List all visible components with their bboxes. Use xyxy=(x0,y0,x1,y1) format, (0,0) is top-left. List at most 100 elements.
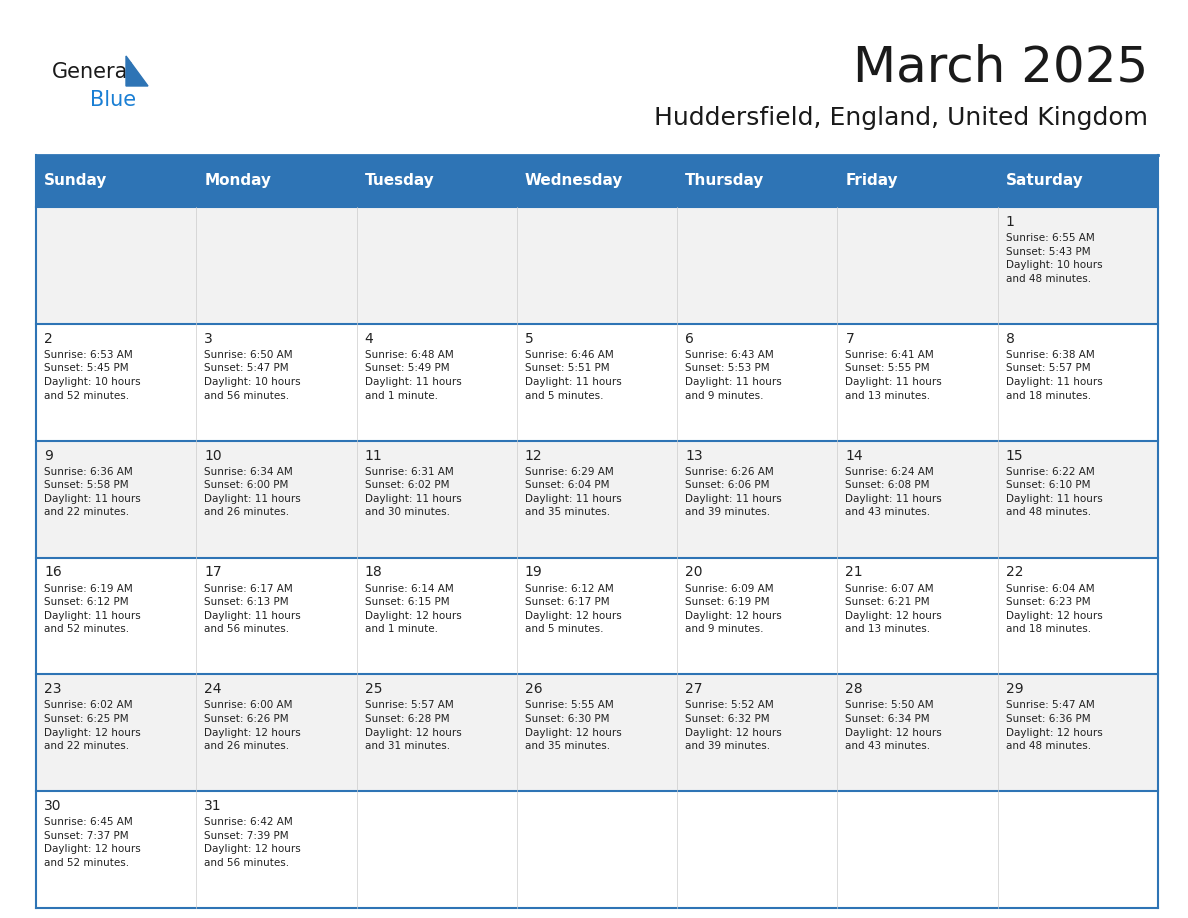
Bar xyxy=(517,324,677,441)
Text: Sunrise: 6:00 AM
Sunset: 6:26 PM
Daylight: 12 hours
and 26 minutes.: Sunrise: 6:00 AM Sunset: 6:26 PM Dayligh… xyxy=(204,700,301,751)
Text: Sunrise: 6:55 AM
Sunset: 5:43 PM
Daylight: 10 hours
and 48 minutes.: Sunrise: 6:55 AM Sunset: 5:43 PM Dayligh… xyxy=(1006,233,1102,284)
Bar xyxy=(196,791,356,908)
Bar xyxy=(196,557,356,675)
Bar xyxy=(838,791,998,908)
Text: Sunrise: 6:12 AM
Sunset: 6:17 PM
Daylight: 12 hours
and 5 minutes.: Sunrise: 6:12 AM Sunset: 6:17 PM Dayligh… xyxy=(525,584,621,634)
Bar xyxy=(677,675,838,791)
Bar xyxy=(838,675,998,791)
Bar xyxy=(998,324,1158,441)
Text: Sunrise: 6:50 AM
Sunset: 5:47 PM
Daylight: 10 hours
and 56 minutes.: Sunrise: 6:50 AM Sunset: 5:47 PM Dayligh… xyxy=(204,350,301,400)
Bar xyxy=(356,155,517,207)
Text: 14: 14 xyxy=(846,449,862,463)
Bar xyxy=(36,155,196,207)
Bar xyxy=(196,324,356,441)
Text: Sunrise: 5:57 AM
Sunset: 6:28 PM
Daylight: 12 hours
and 31 minutes.: Sunrise: 5:57 AM Sunset: 6:28 PM Dayligh… xyxy=(365,700,461,751)
Text: Sunrise: 6:09 AM
Sunset: 6:19 PM
Daylight: 12 hours
and 9 minutes.: Sunrise: 6:09 AM Sunset: 6:19 PM Dayligh… xyxy=(685,584,782,634)
Text: 11: 11 xyxy=(365,449,383,463)
Bar xyxy=(677,324,838,441)
Text: Sunrise: 6:24 AM
Sunset: 6:08 PM
Daylight: 11 hours
and 43 minutes.: Sunrise: 6:24 AM Sunset: 6:08 PM Dayligh… xyxy=(846,466,942,518)
Bar xyxy=(998,207,1158,324)
Bar xyxy=(838,207,998,324)
Bar xyxy=(517,207,677,324)
Text: Sunrise: 5:50 AM
Sunset: 6:34 PM
Daylight: 12 hours
and 43 minutes.: Sunrise: 5:50 AM Sunset: 6:34 PM Dayligh… xyxy=(846,700,942,751)
Text: 5: 5 xyxy=(525,331,533,346)
Text: Huddersfield, England, United Kingdom: Huddersfield, England, United Kingdom xyxy=(655,106,1148,130)
Text: 19: 19 xyxy=(525,565,543,579)
Text: Sunrise: 6:36 AM
Sunset: 5:58 PM
Daylight: 11 hours
and 22 minutes.: Sunrise: 6:36 AM Sunset: 5:58 PM Dayligh… xyxy=(44,466,140,518)
Text: 16: 16 xyxy=(44,565,62,579)
Text: Sunrise: 6:07 AM
Sunset: 6:21 PM
Daylight: 12 hours
and 13 minutes.: Sunrise: 6:07 AM Sunset: 6:21 PM Dayligh… xyxy=(846,584,942,634)
Bar xyxy=(356,324,517,441)
Bar xyxy=(838,324,998,441)
Bar xyxy=(517,441,677,557)
Text: 23: 23 xyxy=(44,682,62,697)
Text: 21: 21 xyxy=(846,565,862,579)
Text: 1: 1 xyxy=(1006,215,1015,229)
Text: 7: 7 xyxy=(846,331,854,346)
Bar xyxy=(677,155,838,207)
Text: Sunrise: 6:19 AM
Sunset: 6:12 PM
Daylight: 11 hours
and 52 minutes.: Sunrise: 6:19 AM Sunset: 6:12 PM Dayligh… xyxy=(44,584,140,634)
Bar xyxy=(36,324,196,441)
Text: 30: 30 xyxy=(44,800,62,813)
Text: Sunrise: 6:45 AM
Sunset: 7:37 PM
Daylight: 12 hours
and 52 minutes.: Sunrise: 6:45 AM Sunset: 7:37 PM Dayligh… xyxy=(44,817,140,868)
Bar xyxy=(36,791,196,908)
Bar xyxy=(838,557,998,675)
Text: 28: 28 xyxy=(846,682,862,697)
Text: Sunrise: 6:42 AM
Sunset: 7:39 PM
Daylight: 12 hours
and 56 minutes.: Sunrise: 6:42 AM Sunset: 7:39 PM Dayligh… xyxy=(204,817,301,868)
Text: 9: 9 xyxy=(44,449,53,463)
Text: Sunrise: 6:38 AM
Sunset: 5:57 PM
Daylight: 11 hours
and 18 minutes.: Sunrise: 6:38 AM Sunset: 5:57 PM Dayligh… xyxy=(1006,350,1102,400)
Bar xyxy=(998,155,1158,207)
Bar xyxy=(677,441,838,557)
Text: General: General xyxy=(52,62,134,82)
Text: 4: 4 xyxy=(365,331,373,346)
Text: Sunrise: 6:17 AM
Sunset: 6:13 PM
Daylight: 11 hours
and 56 minutes.: Sunrise: 6:17 AM Sunset: 6:13 PM Dayligh… xyxy=(204,584,301,634)
Bar xyxy=(517,791,677,908)
Bar xyxy=(838,155,998,207)
Text: Blue: Blue xyxy=(90,90,137,110)
Bar xyxy=(36,675,196,791)
Bar xyxy=(677,207,838,324)
Text: 24: 24 xyxy=(204,682,222,697)
Text: Sunrise: 6:31 AM
Sunset: 6:02 PM
Daylight: 11 hours
and 30 minutes.: Sunrise: 6:31 AM Sunset: 6:02 PM Dayligh… xyxy=(365,466,461,518)
Text: Sunrise: 6:22 AM
Sunset: 6:10 PM
Daylight: 11 hours
and 48 minutes.: Sunrise: 6:22 AM Sunset: 6:10 PM Dayligh… xyxy=(1006,466,1102,518)
Text: Sunrise: 6:02 AM
Sunset: 6:25 PM
Daylight: 12 hours
and 22 minutes.: Sunrise: 6:02 AM Sunset: 6:25 PM Dayligh… xyxy=(44,700,140,751)
Text: Wednesday: Wednesday xyxy=(525,174,624,188)
Text: 2: 2 xyxy=(44,331,52,346)
Bar xyxy=(677,791,838,908)
Bar xyxy=(196,155,356,207)
Text: Sunrise: 5:52 AM
Sunset: 6:32 PM
Daylight: 12 hours
and 39 minutes.: Sunrise: 5:52 AM Sunset: 6:32 PM Dayligh… xyxy=(685,700,782,751)
Text: 26: 26 xyxy=(525,682,543,697)
Bar xyxy=(36,207,196,324)
Text: 15: 15 xyxy=(1006,449,1023,463)
Text: Sunrise: 6:14 AM
Sunset: 6:15 PM
Daylight: 12 hours
and 1 minute.: Sunrise: 6:14 AM Sunset: 6:15 PM Dayligh… xyxy=(365,584,461,634)
Bar xyxy=(36,557,196,675)
Text: Thursday: Thursday xyxy=(685,174,765,188)
Text: Sunrise: 6:48 AM
Sunset: 5:49 PM
Daylight: 11 hours
and 1 minute.: Sunrise: 6:48 AM Sunset: 5:49 PM Dayligh… xyxy=(365,350,461,400)
Text: 6: 6 xyxy=(685,331,694,346)
Text: 10: 10 xyxy=(204,449,222,463)
Bar xyxy=(356,441,517,557)
Bar xyxy=(196,441,356,557)
Bar xyxy=(517,675,677,791)
Bar xyxy=(838,441,998,557)
Text: 8: 8 xyxy=(1006,331,1015,346)
Bar xyxy=(517,557,677,675)
Text: 29: 29 xyxy=(1006,682,1023,697)
Text: March 2025: March 2025 xyxy=(853,44,1148,92)
Text: 20: 20 xyxy=(685,565,702,579)
Text: 18: 18 xyxy=(365,565,383,579)
Bar xyxy=(998,557,1158,675)
Text: Monday: Monday xyxy=(204,174,271,188)
Text: Sunrise: 6:04 AM
Sunset: 6:23 PM
Daylight: 12 hours
and 18 minutes.: Sunrise: 6:04 AM Sunset: 6:23 PM Dayligh… xyxy=(1006,584,1102,634)
Bar xyxy=(998,791,1158,908)
Text: 25: 25 xyxy=(365,682,383,697)
Bar xyxy=(677,557,838,675)
Bar xyxy=(196,675,356,791)
Bar xyxy=(356,207,517,324)
Bar xyxy=(356,675,517,791)
Bar xyxy=(998,441,1158,557)
Bar xyxy=(356,557,517,675)
Text: Saturday: Saturday xyxy=(1006,174,1083,188)
Text: Sunrise: 5:55 AM
Sunset: 6:30 PM
Daylight: 12 hours
and 35 minutes.: Sunrise: 5:55 AM Sunset: 6:30 PM Dayligh… xyxy=(525,700,621,751)
Text: Sunrise: 6:29 AM
Sunset: 6:04 PM
Daylight: 11 hours
and 35 minutes.: Sunrise: 6:29 AM Sunset: 6:04 PM Dayligh… xyxy=(525,466,621,518)
